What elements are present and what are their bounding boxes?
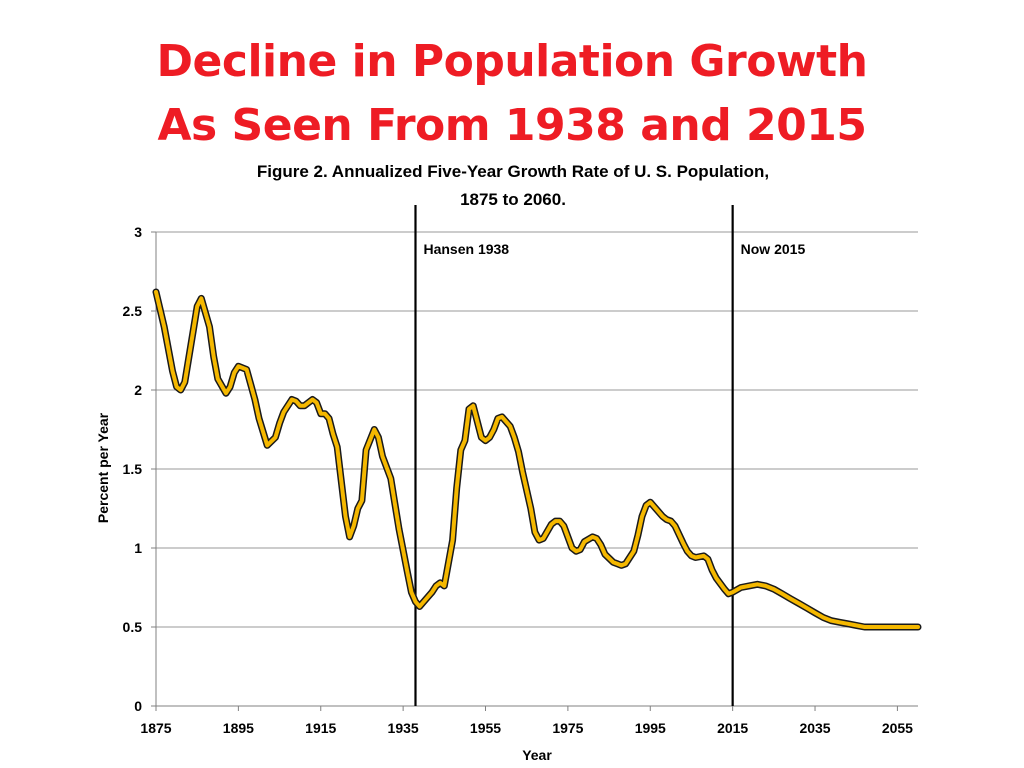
axes [151,231,918,711]
y-tick-label-2: 1 [134,540,142,556]
annotation-label-0: Hansen 1938 [423,241,509,257]
series-layer [152,288,922,631]
y-axis-label: Percent per Year [95,412,111,523]
slide-title: Decline in Population Growth As Seen Fro… [0,30,1024,158]
x-tick-label-7: 2015 [717,720,748,736]
tick-labels: 0 0.5 1 1.5 2 2.5 3 1875 1895 1915 1935 1955 1975 199… [123,224,914,736]
x-tick-label-4: 1955 [470,720,501,736]
y-tick-label-3: 1.5 [123,461,143,477]
x-tick-label-0: 1875 [140,720,171,736]
slide-title-line2: As Seen From 1938 and 2015 [157,100,867,151]
slide-title-line1: Decline in Population Growth [156,36,868,87]
figure-title-line2: 1875 to 2060. [460,190,566,209]
x-tick-label-8: 2035 [799,720,830,736]
x-tick-label-9: 2055 [882,720,913,736]
y-tick-label-5: 2.5 [123,303,143,319]
grid-lines [156,231,918,628]
y-tick-label-6: 3 [134,224,142,240]
annotation-lines: Hansen 1938 Now 2015 [414,205,806,706]
x-tick-label-1: 1895 [223,720,254,736]
series-line-outline-0 [152,288,922,631]
x-axis-label: Year [522,747,552,763]
x-tick-label-3: 1935 [388,720,419,736]
y-tick-label-4: 2 [134,382,142,398]
x-tick-label-2: 1915 [305,720,336,736]
x-tick-label-6: 1995 [635,720,666,736]
y-tick-label-1: 0.5 [123,619,143,635]
figure-title-line1: Figure 2. Annualized Five-Year Growth Ra… [257,162,769,181]
annotation-label-1: Now 2015 [741,241,806,257]
series-line-0 [154,290,920,629]
x-tick-label-5: 1975 [552,720,583,736]
y-tick-label-0: 0 [134,698,142,714]
